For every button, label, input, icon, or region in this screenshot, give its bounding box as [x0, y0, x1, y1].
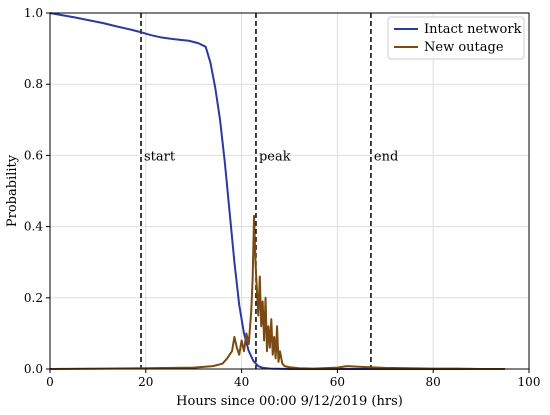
- vline-label-end: end: [374, 149, 398, 164]
- tick-layer: 0 20 40 60 80 100 0.0 0.2 0.4 0.6 0.8 1.0: [24, 6, 541, 389]
- plot-frame: [49, 12, 530, 370]
- y-tick-label-5: 1.0: [24, 6, 43, 20]
- vline-layer: start peak end: [140, 13, 398, 369]
- x-axis-label: Hours since 00:00 9/12/2019 (hrs): [176, 394, 403, 409]
- legend-label-new-outage: New outage: [424, 40, 504, 55]
- legend-box: [387, 16, 525, 60]
- y-tick-label-3: 0.6: [24, 148, 43, 162]
- legend-label-intact-network: Intact network: [424, 22, 522, 37]
- x-tick-label-3: 60: [330, 375, 345, 389]
- y-tick-label-4: 0.8: [24, 77, 43, 91]
- series-line-intact-network: [49, 12, 506, 370]
- x-tick-label-4: 80: [426, 375, 441, 389]
- series-layer: [49, 12, 506, 370]
- y-tick-label-2: 0.4: [24, 220, 43, 234]
- series-line-new-outage: [49, 214, 506, 370]
- vline-label-start: start: [144, 149, 176, 164]
- x-tick-label-2: 40: [234, 375, 249, 389]
- y-tick-label-1: 0.2: [24, 291, 43, 305]
- y-tick-label-0: 0.0: [24, 362, 43, 376]
- x-tick-label-0: 0: [46, 375, 54, 389]
- legend: Intact network New outage: [387, 16, 525, 60]
- grid-layer: [49, 12, 530, 370]
- x-tick-label-1: 20: [138, 375, 153, 389]
- y-axis-label: Probability: [5, 154, 20, 227]
- x-tick-label-5: 100: [518, 375, 541, 389]
- vline-label-peak: peak: [259, 149, 291, 164]
